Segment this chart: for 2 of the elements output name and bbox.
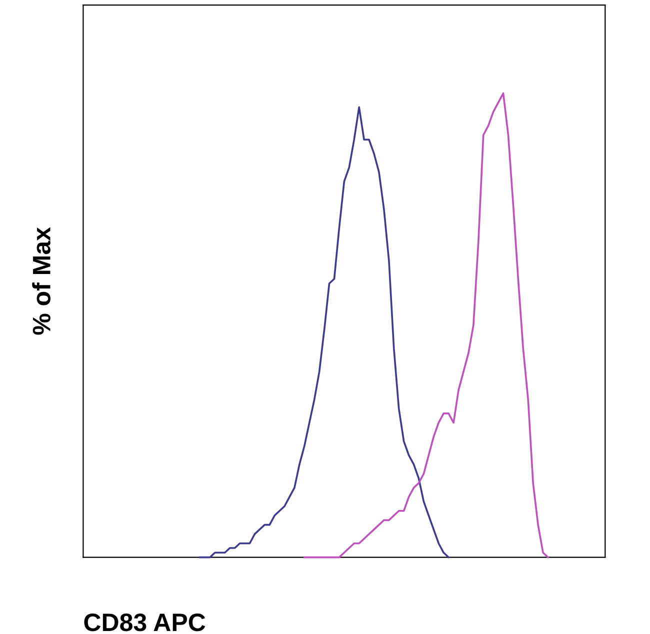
x-axis-title: CD83 APC xyxy=(84,614,206,632)
y-axis-title: % of Max xyxy=(32,227,50,335)
